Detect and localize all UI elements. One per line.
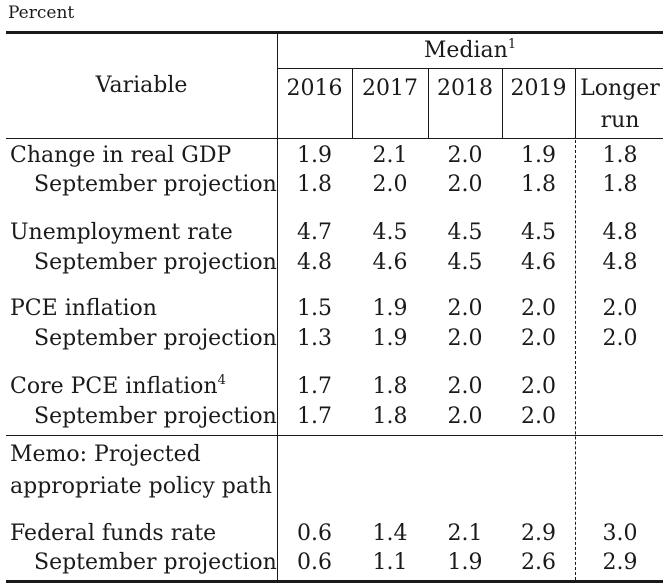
value-cell-2018: 2.1: [447, 521, 483, 546]
value-cell-2018: 2.0: [447, 404, 483, 429]
longer-run-header-line2: run: [600, 108, 640, 133]
row-label-pce-inflation: PCE inflation: [10, 296, 157, 321]
value-cell-2017: 1.8: [372, 404, 408, 429]
value-cell-2017: 1.9: [372, 326, 408, 351]
longer-run-dashed-divider: [575, 140, 576, 580]
top-rule: [6, 31, 663, 34]
value-cell-2018: 4.5: [447, 220, 483, 245]
value-cell-2016: 1.8: [297, 172, 332, 197]
col-divider-longer-run: [575, 69, 576, 138]
value-cell-longer-run: 2.9: [602, 550, 638, 575]
col-divider-2017: [352, 69, 353, 138]
value-cell-2016: 1.9: [297, 143, 332, 168]
year-header-2017: 2017: [362, 76, 418, 101]
value-cell-longer-run: 3.0: [602, 521, 638, 546]
value-cell-2017: 1.9: [372, 296, 408, 321]
row-label-core-pce: Core PCE inflation4: [10, 374, 226, 400]
value-cell-2019: 2.6: [521, 550, 556, 575]
value-cell-2018: 2.0: [447, 374, 483, 399]
year-header-2018: 2018: [437, 76, 493, 101]
bottom-rule: [6, 580, 663, 583]
row-label-real-gdp-september: September projection: [34, 172, 277, 197]
core-pce-footnote-mark: 4: [217, 373, 226, 388]
value-cell-2016: 4.7: [297, 220, 332, 245]
value-cell-2018: 2.0: [447, 143, 483, 168]
value-cell-longer-run: 1.8: [602, 172, 638, 197]
value-cell-2019: 2.0: [521, 374, 556, 399]
value-cell-2019: 2.9: [521, 521, 556, 546]
value-cell-2017: 1.8: [372, 374, 408, 399]
row-label-real-gdp: Change in real GDP: [10, 143, 232, 168]
value-cell-2019: 4.6: [521, 250, 556, 275]
value-cell-2018: 2.0: [447, 172, 483, 197]
value-cell-longer-run: 4.8: [602, 220, 638, 245]
value-cell-2016: 1.7: [297, 404, 332, 429]
value-cell-2017: 4.5: [372, 220, 408, 245]
col-divider-2019: [502, 69, 503, 138]
row-label-pce-inflation-september: September projection: [34, 326, 277, 351]
value-cell-2016: 0.6: [297, 550, 332, 575]
value-cell-2018: 1.9: [447, 550, 483, 575]
value-cell-2016: 1.5: [297, 296, 332, 321]
value-cell-2017: 4.6: [372, 250, 408, 275]
row-label-core-pce-text: Core PCE inflation: [10, 374, 218, 399]
col-divider-2018: [428, 69, 429, 138]
value-cell-2016: 0.6: [297, 521, 332, 546]
median-footnote-mark: 1: [507, 37, 517, 52]
value-cell-2016: 1.7: [297, 374, 332, 399]
value-cell-2018: 2.0: [447, 326, 483, 351]
year-header-2019: 2019: [510, 76, 567, 101]
header-rule: [6, 138, 663, 139]
value-cell-2019: 1.9: [521, 143, 556, 168]
value-cell-2019: 2.0: [521, 326, 556, 351]
value-cell-longer-run: 2.0: [602, 296, 638, 321]
value-cell-2019: 2.0: [521, 296, 556, 321]
median-label: Median: [423, 38, 508, 63]
stub-divider: [277, 34, 278, 580]
value-cell-2018: 4.5: [447, 250, 483, 275]
value-cell-2016: 1.3: [297, 326, 332, 351]
value-cell-longer-run: 4.8: [602, 250, 638, 275]
value-cell-2019: 1.8: [521, 172, 556, 197]
value-cell-2017: 1.4: [372, 521, 408, 546]
unit-label: Percent: [8, 3, 75, 23]
value-cell-2019: 2.0: [521, 404, 556, 429]
value-cell-2017: 2.0: [372, 172, 408, 197]
value-cell-2017: 2.1: [372, 143, 408, 168]
median-header: Median1: [277, 38, 663, 64]
memo-rule: [6, 435, 663, 436]
median-rule: [277, 68, 663, 69]
longer-run-header-line1: Longer: [580, 76, 660, 101]
variable-header: Variable: [95, 73, 188, 98]
year-header-2016: 2016: [286, 76, 343, 101]
row-label-unemployment-september: September projection: [34, 250, 277, 275]
row-label-federal-funds: Federal funds rate: [10, 521, 217, 546]
row-label-federal-funds-september: September projection: [34, 550, 277, 575]
value-cell-2017: 1.1: [372, 550, 408, 575]
row-label-core-pce-september: September projection: [34, 404, 277, 429]
memo-line1: Memo: Projected: [10, 442, 201, 467]
value-cell-longer-run: 2.0: [602, 326, 638, 351]
value-cell-2018: 2.0: [447, 296, 483, 321]
value-cell-2019: 4.5: [521, 220, 556, 245]
memo-line2: appropriate policy path: [10, 474, 273, 499]
value-cell-2016: 4.8: [297, 250, 332, 275]
row-label-unemployment: Unemployment rate: [10, 220, 233, 245]
value-cell-longer-run: 1.8: [602, 143, 638, 168]
